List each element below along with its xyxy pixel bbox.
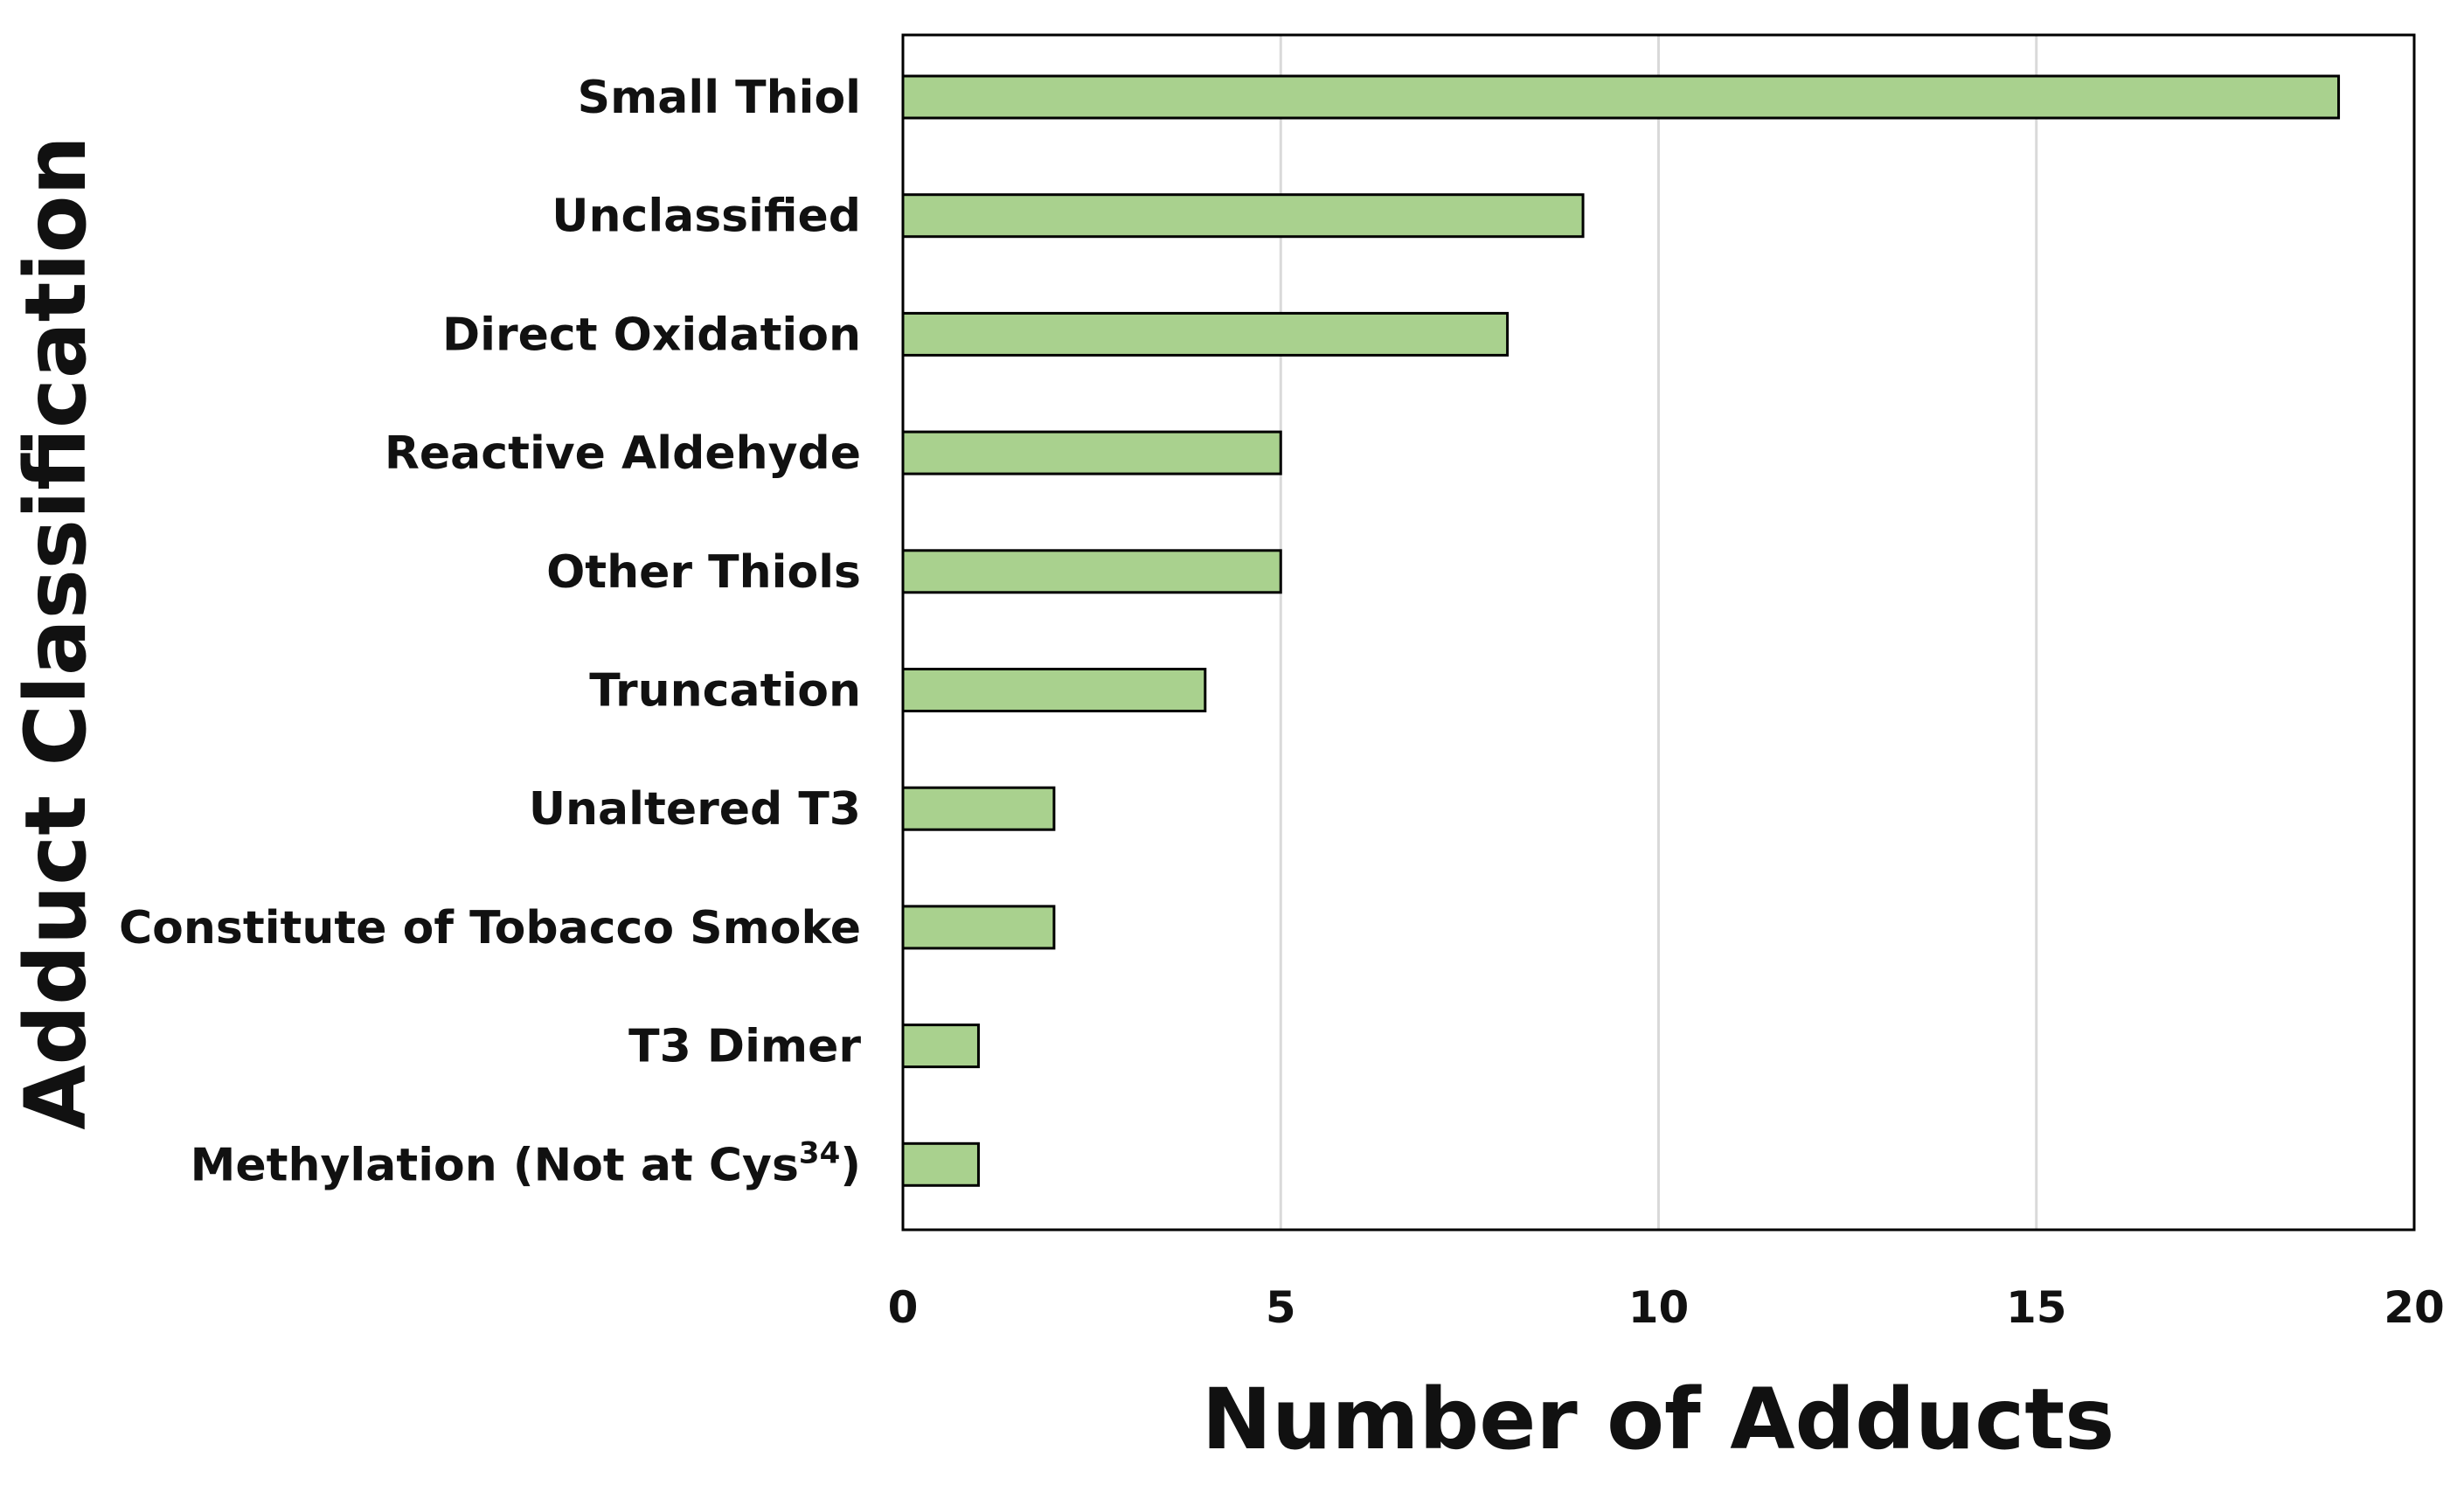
x-tick-label: 5 — [1266, 1282, 1296, 1333]
category-labels: Small Thiol Unclassified Direct Oxidation R… — [119, 72, 861, 1191]
y-axis-title: Adduct Classification — [7, 135, 105, 1130]
category-label: Constitute of Tobacco Smoke — [119, 902, 861, 954]
category-label: Small Thiol — [578, 72, 861, 124]
bars — [901, 74, 2341, 1187]
bar — [901, 1024, 980, 1069]
bar — [901, 74, 2341, 120]
bar — [901, 549, 1282, 594]
category-label: Reactive Aldehyde — [385, 427, 861, 480]
x-tick-label: 20 — [2384, 1282, 2445, 1333]
bar — [901, 193, 1585, 239]
category-label: Truncation — [589, 665, 861, 718]
category-label: Unclassified — [552, 191, 861, 243]
bar — [901, 311, 1510, 357]
x-axis-title: Number of Adducts — [1202, 1371, 2114, 1468]
x-tick-label: 15 — [2006, 1282, 2067, 1333]
category-label: Other Thiols — [546, 546, 861, 599]
category-label: Direct Oxidation — [442, 309, 861, 361]
category-label: T3 Dimer — [628, 1021, 861, 1073]
category-label: Unaltered T3 — [529, 783, 861, 836]
x-tick-labels: 0 5 10 15 20 — [888, 1282, 2445, 1333]
x-tick-label: 10 — [1628, 1282, 1690, 1333]
category-label: Methylation (Not at Cys34) — [191, 1135, 861, 1191]
bar — [901, 905, 1056, 950]
plot-area-frame — [901, 33, 2416, 1232]
bar — [901, 430, 1282, 475]
bar — [901, 1142, 980, 1187]
bar — [901, 786, 1056, 831]
x-tick-label: 0 — [888, 1282, 919, 1333]
bar — [901, 668, 1207, 712]
